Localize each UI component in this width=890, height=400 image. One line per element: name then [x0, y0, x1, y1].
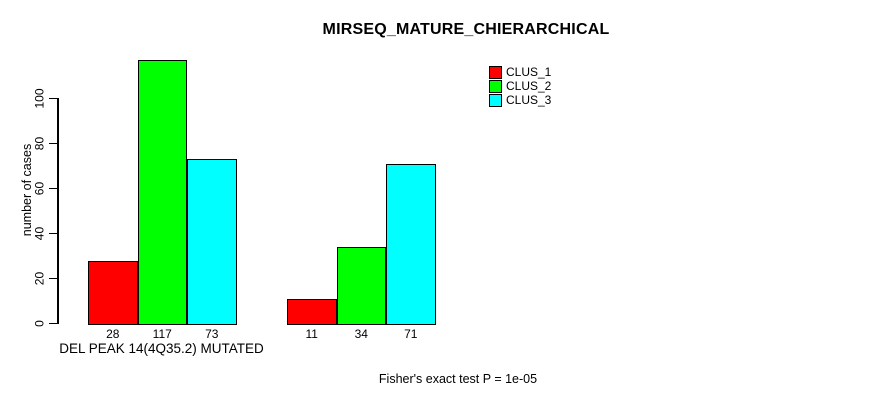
- y-tick-mark: [49, 187, 58, 190]
- y-tick-label: 100: [32, 88, 47, 109]
- y-tick-mark: [49, 97, 58, 100]
- y-tick-label: 0: [32, 320, 47, 327]
- bar-clus_3-group1: [187, 159, 237, 325]
- y-tick-mark: [49, 277, 58, 280]
- bar-clus_2-group1: [137, 60, 187, 325]
- legend-swatch-icon: [489, 66, 502, 79]
- bar-value-label: 28: [106, 327, 120, 341]
- y-tick-mark: [49, 232, 58, 235]
- y-tick-mark: [49, 322, 58, 325]
- y-tick-label: 60: [32, 181, 47, 196]
- y-tick-label: 80: [32, 136, 47, 151]
- bar-clus_1-group1: [88, 260, 138, 325]
- y-tick-label: 40: [32, 226, 47, 241]
- bar-value-label: 117: [152, 327, 172, 341]
- chart-title: MIRSEQ_MATURE_CHIERARCHICAL: [322, 21, 610, 38]
- bar-clus_2-group2: [336, 247, 386, 325]
- bar-value-label: 71: [404, 327, 418, 341]
- y-tick-mark: [49, 142, 58, 145]
- y-axis-line: [57, 97, 59, 325]
- legend-label: CLUS_1: [506, 65, 552, 79]
- footnote-text: Fisher's exact test P = 1e-05: [378, 372, 538, 386]
- bar-clus_3-group2: [386, 163, 436, 325]
- bar-value-label: 73: [205, 327, 219, 341]
- legend-label: CLUS_2: [506, 79, 552, 93]
- legend-swatch-icon: [489, 94, 502, 107]
- bar-clus_1-group2: [287, 298, 337, 325]
- x-axis-label: DEL PEAK 14(4Q35.2) MUTATED: [59, 341, 264, 356]
- bar-value-label: 11: [305, 327, 318, 341]
- y-tick-label: 20: [32, 271, 47, 286]
- legend-label: CLUS_3: [506, 93, 552, 107]
- legend-swatch-icon: [489, 80, 502, 93]
- bar-value-label: 34: [354, 327, 368, 341]
